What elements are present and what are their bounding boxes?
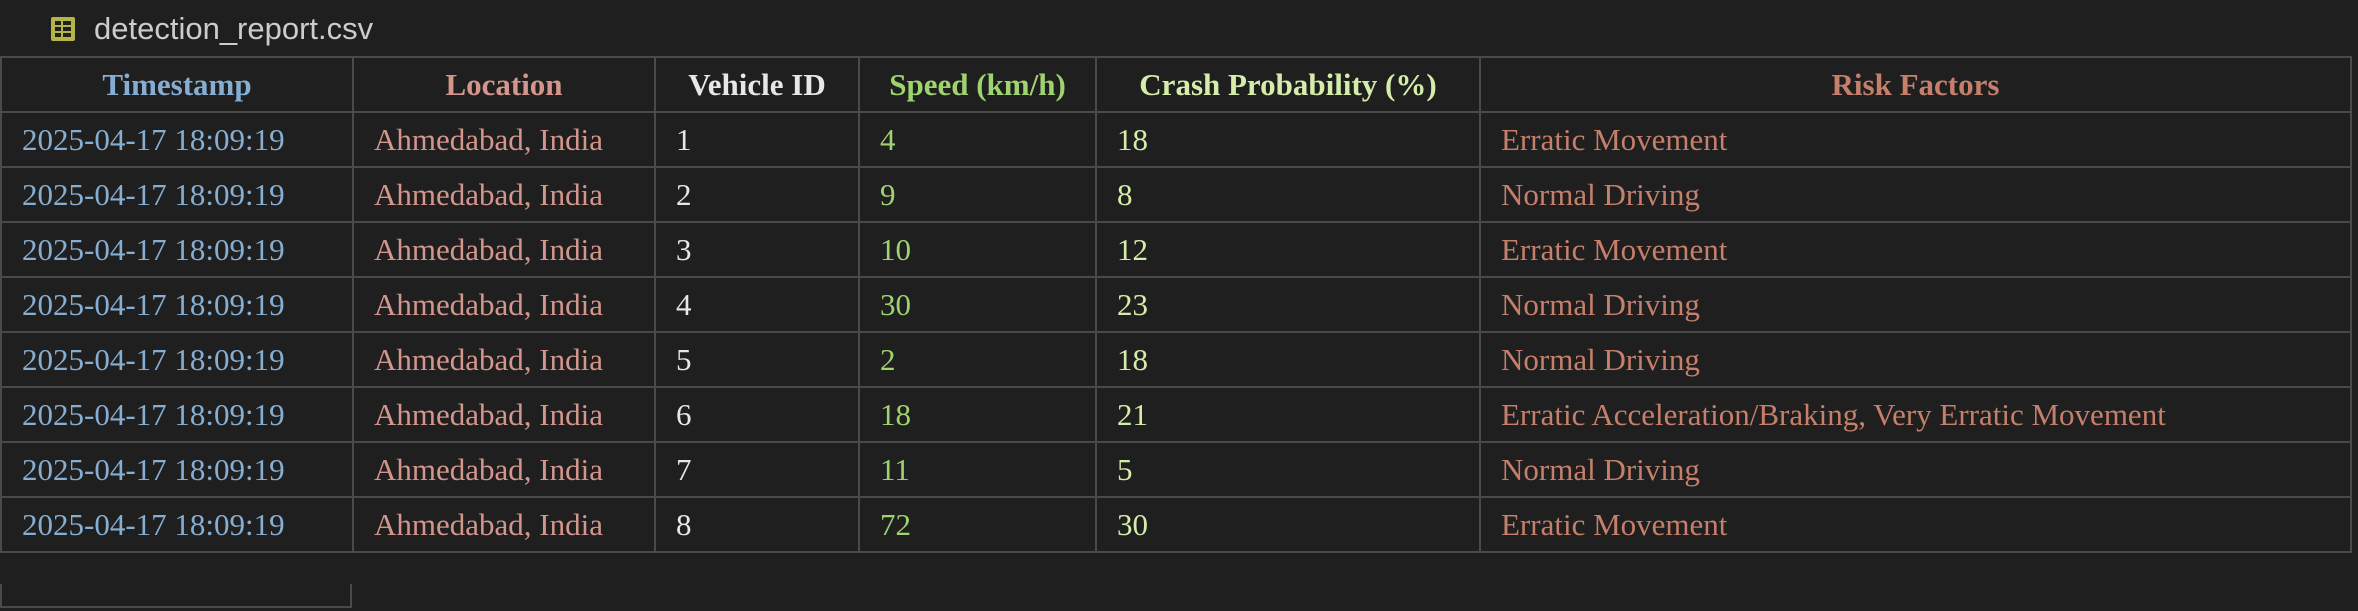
- cell-timestamp[interactable]: 2025-04-17 18:09:19: [0, 221, 354, 278]
- cell-vehicle-id[interactable]: 3: [654, 221, 860, 278]
- cell-timestamp[interactable]: 2025-04-17 18:09:19: [0, 276, 354, 333]
- spreadsheet-icon: [51, 17, 75, 41]
- cell-speed[interactable]: 2: [858, 331, 1097, 388]
- file-name: detection_report.csv: [94, 11, 374, 46]
- header-risk-factors[interactable]: Risk Factors: [1479, 56, 2352, 113]
- cell-risk-factors[interactable]: Erratic Movement: [1479, 111, 2352, 168]
- cell-crash-probability[interactable]: 23: [1095, 276, 1481, 333]
- cell-vehicle-id[interactable]: 8: [654, 496, 860, 553]
- cell-vehicle-id[interactable]: 4: [654, 276, 860, 333]
- cell-vehicle-id[interactable]: 5: [654, 331, 860, 388]
- cell-location[interactable]: Ahmedabad, India: [352, 276, 656, 333]
- table-row: 2025-04-17 18:09:19 Ahmedabad, India 4 3…: [0, 276, 2352, 333]
- cell-timestamp[interactable]: 2025-04-17 18:09:19: [0, 166, 354, 223]
- cell-risk-factors[interactable]: Erratic Movement: [1479, 496, 2352, 553]
- table-row: 2025-04-17 18:09:19 Ahmedabad, India 8 7…: [0, 496, 2352, 553]
- cell-crash-probability[interactable]: 5: [1095, 441, 1481, 498]
- cell-crash-probability[interactable]: 8: [1095, 166, 1481, 223]
- header-timestamp[interactable]: Timestamp: [0, 56, 354, 113]
- table-row: 2025-04-17 18:09:19 Ahmedabad, India 5 2…: [0, 331, 2352, 388]
- cell-speed[interactable]: 11: [858, 441, 1097, 498]
- header-speed[interactable]: Speed (km/h): [858, 56, 1097, 113]
- cell-location[interactable]: Ahmedabad, India: [352, 441, 656, 498]
- header-row: Timestamp Location Vehicle ID Speed (km/…: [0, 56, 2352, 113]
- cell-vehicle-id[interactable]: 7: [654, 441, 860, 498]
- cell-risk-factors[interactable]: Erratic Acceleration/Braking, Very Errat…: [1479, 386, 2352, 443]
- cell-timestamp[interactable]: 2025-04-17 18:09:19: [0, 331, 354, 388]
- header-crash-probability[interactable]: Crash Probability (%): [1095, 56, 1481, 113]
- table-row: 2025-04-17 18:09:19 Ahmedabad, India 2 9…: [0, 166, 2352, 223]
- cell-risk-factors[interactable]: Normal Driving: [1479, 276, 2352, 333]
- cell-speed[interactable]: 10: [858, 221, 1097, 278]
- cell-location[interactable]: Ahmedabad, India: [352, 386, 656, 443]
- cell-vehicle-id[interactable]: 2: [654, 166, 860, 223]
- cell-speed[interactable]: 4: [858, 111, 1097, 168]
- cell-speed[interactable]: 30: [858, 276, 1097, 333]
- table-row: 2025-04-17 18:09:19 Ahmedabad, India 7 1…: [0, 441, 2352, 498]
- table-row: 2025-04-17 18:09:19 Ahmedabad, India 6 1…: [0, 386, 2352, 443]
- cell-crash-probability[interactable]: 18: [1095, 111, 1481, 168]
- cell-timestamp[interactable]: 2025-04-17 18:09:19: [0, 111, 354, 168]
- cell-location[interactable]: Ahmedabad, India: [352, 111, 656, 168]
- cell-location[interactable]: Ahmedabad, India: [352, 496, 656, 553]
- cell-risk-factors[interactable]: Normal Driving: [1479, 166, 2352, 223]
- header-vehicle-id[interactable]: Vehicle ID: [654, 56, 860, 113]
- file-tab-header: detection_report.csv: [0, 0, 2358, 56]
- cell-location[interactable]: Ahmedabad, India: [352, 221, 656, 278]
- cell-crash-probability[interactable]: 21: [1095, 386, 1481, 443]
- cell-timestamp[interactable]: 2025-04-17 18:09:19: [0, 496, 354, 553]
- table-row: 2025-04-17 18:09:19 Ahmedabad, India 3 1…: [0, 221, 2352, 278]
- cell-crash-probability[interactable]: 12: [1095, 221, 1481, 278]
- empty-row-stub: [0, 584, 352, 608]
- header-location[interactable]: Location: [352, 56, 656, 113]
- table-row: 2025-04-17 18:09:19 Ahmedabad, India 1 4…: [0, 111, 2352, 168]
- cell-risk-factors[interactable]: Erratic Movement: [1479, 221, 2352, 278]
- cell-speed[interactable]: 9: [858, 166, 1097, 223]
- cell-risk-factors[interactable]: Normal Driving: [1479, 441, 2352, 498]
- cell-location[interactable]: Ahmedabad, India: [352, 331, 656, 388]
- cell-timestamp[interactable]: 2025-04-17 18:09:19: [0, 441, 354, 498]
- cell-timestamp[interactable]: 2025-04-17 18:09:19: [0, 386, 354, 443]
- cell-speed[interactable]: 18: [858, 386, 1097, 443]
- csv-table: Timestamp Location Vehicle ID Speed (km/…: [0, 56, 2352, 553]
- cell-risk-factors[interactable]: Normal Driving: [1479, 331, 2352, 388]
- cell-vehicle-id[interactable]: 1: [654, 111, 860, 168]
- cell-crash-probability[interactable]: 30: [1095, 496, 1481, 553]
- cell-vehicle-id[interactable]: 6: [654, 386, 860, 443]
- cell-location[interactable]: Ahmedabad, India: [352, 166, 656, 223]
- cell-speed[interactable]: 72: [858, 496, 1097, 553]
- cell-crash-probability[interactable]: 18: [1095, 331, 1481, 388]
